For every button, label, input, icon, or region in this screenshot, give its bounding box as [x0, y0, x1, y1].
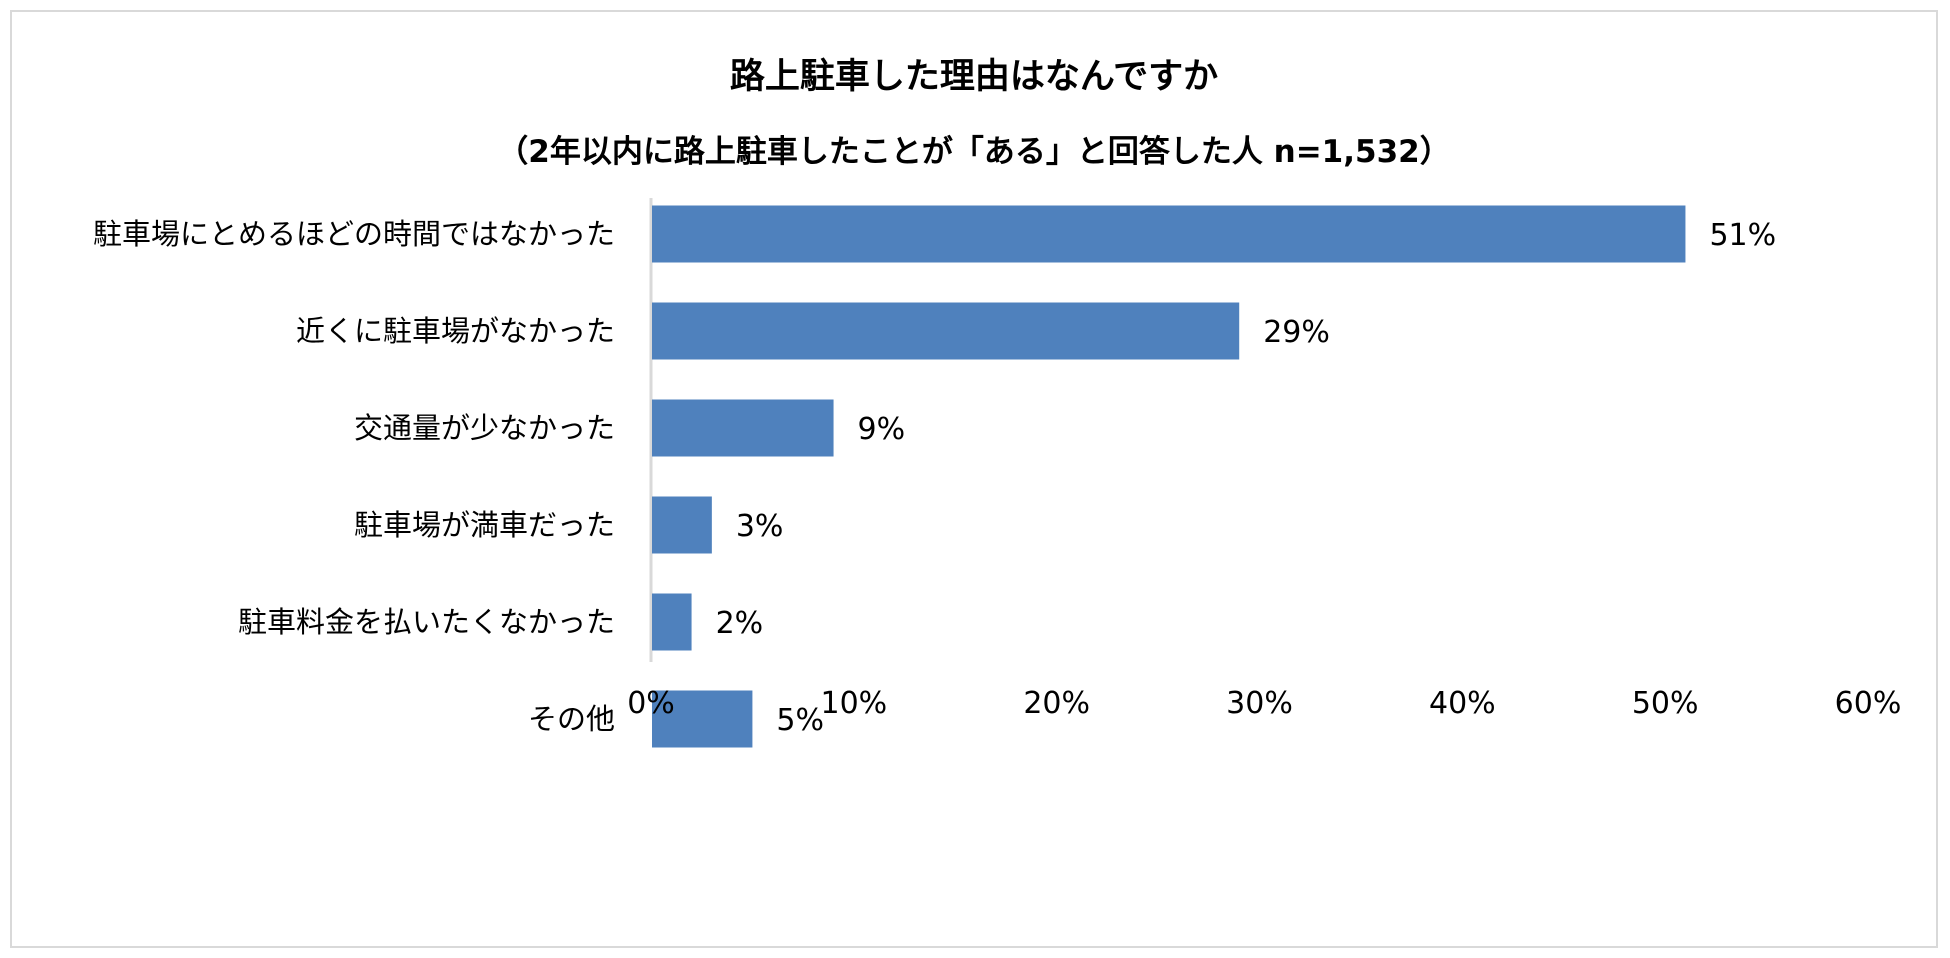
x-tick-label: 20%: [1023, 686, 1090, 721]
chart-subtitle: （2年以内に路上駐車したことが「ある」と回答した人 n=1,532）: [497, 134, 1450, 170]
x-tick-label: 30%: [1226, 686, 1293, 721]
bar-chart: 路上駐車した理由はなんですか （2年以内に路上駐車したことが「ある」と回答した人…: [93, 57, 1901, 748]
plot-area: 駐車場にとめるほどの時間ではなかった 51% 近くに駐車場がなかった 29% 交通量が少…: [93, 198, 1901, 748]
category-label: 交通量が少なかった: [354, 411, 615, 445]
x-tick-label: 0%: [627, 686, 675, 721]
data-label: 9%: [858, 412, 906, 447]
chart-title: 路上駐車した理由はなんですか: [730, 57, 1218, 97]
data-label: 3%: [736, 509, 784, 544]
data-label: 5%: [776, 703, 824, 738]
x-tick-label: 50%: [1632, 686, 1699, 721]
chart-frame: 路上駐車した理由はなんですか （2年以内に路上駐車したことが「ある」と回答した人…: [10, 10, 1938, 948]
data-label: 51%: [1709, 218, 1776, 253]
bar: [652, 593, 692, 651]
data-label: 29%: [1263, 315, 1330, 350]
bar: [652, 496, 712, 554]
bar: [652, 690, 753, 748]
bar: [652, 302, 1240, 360]
data-label: 2%: [716, 606, 764, 641]
category-label: 駐車料金を払いたくなかった: [238, 605, 615, 639]
category-label: 駐車場が満車だった: [354, 508, 615, 542]
x-tick-label: 60%: [1835, 686, 1902, 721]
category-label: 駐車場にとめるほどの時間ではなかった: [93, 217, 615, 251]
bar: [652, 205, 1686, 263]
category-label: その他: [528, 702, 615, 736]
x-tick-label: 40%: [1429, 686, 1496, 721]
x-tick-label: 10%: [820, 686, 887, 721]
bar: [652, 399, 834, 457]
category-label: 近くに駐車場がなかった: [296, 314, 615, 348]
